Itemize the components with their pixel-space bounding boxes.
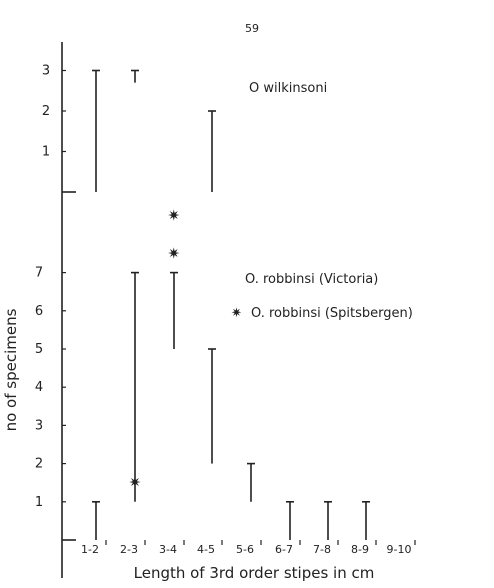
spitsbergen-marker: ✷ [129,474,142,492]
bottom-panel: 1 2 3 4 5 6 7 ✷ ✷ ✷ [35,206,370,540]
legend-robbinsi-spitsbergen: O. robbinsi (Spitsbergen) [251,306,413,321]
legend-robbinsi-victoria: O. robbinsi (Victoria) [245,272,378,287]
x-tick-label: 4-5 [197,543,215,556]
bottom-y-tick-label: 2 [35,457,43,472]
bottom-y-tick-label: 6 [35,304,43,319]
x-tick-label: 1-2 [81,543,99,556]
x-tick-label: 6-7 [275,543,293,556]
y-axis-label: no of specimens [2,308,20,431]
x-axis-label: Length of 3rd order stipes in cm [134,564,375,582]
bottom-y-tick-label: 5 [35,342,43,357]
top-y-tick-label: 1 [42,145,50,160]
x-tick-label: 2-3 [120,543,138,556]
x-tick-label: 9-10 [387,543,412,556]
top-y-tick-label: 2 [42,104,50,119]
spitsbergen-marker: ✷ [168,206,181,224]
x-tick-label: 5-6 [236,543,254,556]
bottom-y-tick-label: 4 [35,380,43,395]
page-number: 59 [245,22,259,35]
bottom-y-tick-label: 1 [35,495,43,510]
x-tick-label: 3-4 [159,543,177,556]
spitsbergen-marker: ✷ [168,245,181,263]
x-axis: 1-2 2-3 3-4 4-5 5-6 6-7 7-8 8-9 9-10 [81,540,416,556]
top-y-tick-label: 3 [42,64,50,79]
legend-robbinsi-spitsbergen-marker: ✷ [231,306,242,321]
bottom-y-tick-label: 3 [35,418,43,433]
x-tick-label: 7-8 [313,543,331,556]
legend-wilkinsoni: O wilkinsoni [249,81,327,96]
top-panel: 1 2 3 [42,64,216,192]
bottom-y-tick-label: 7 [35,266,43,281]
x-tick-label: 8-9 [351,543,369,556]
